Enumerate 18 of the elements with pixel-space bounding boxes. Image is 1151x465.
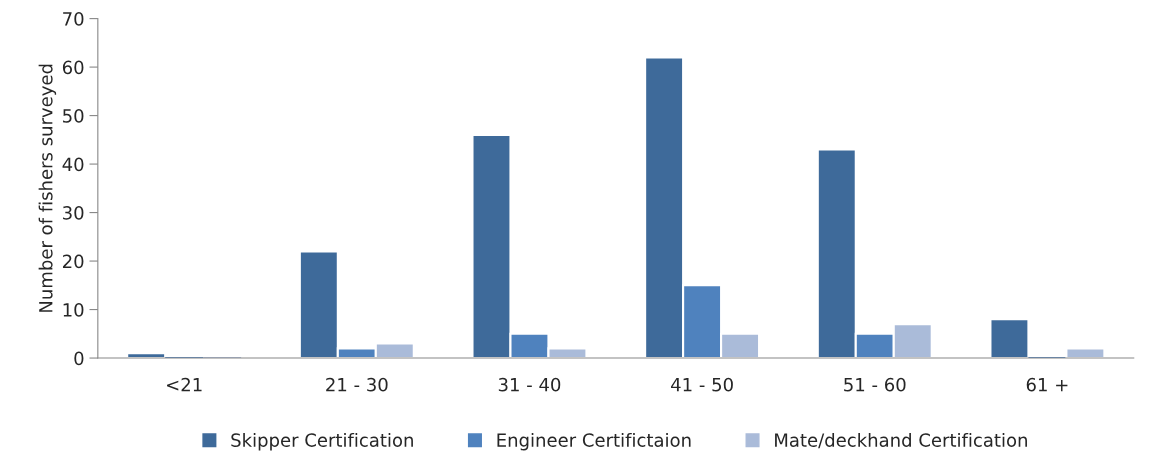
legend-label: Skipper Certification bbox=[231, 432, 413, 451]
x-tick-label: <21 bbox=[167, 377, 202, 392]
x-tick-label: 61 + bbox=[1026, 377, 1068, 392]
y-tick-label: 50 bbox=[63, 109, 84, 123]
y-tick-label: 30 bbox=[63, 206, 84, 220]
x-tick-label: 41 - 50 bbox=[671, 377, 733, 392]
y-tick-label: 40 bbox=[62, 157, 84, 172]
x-tick-label: 21 - 30 bbox=[326, 377, 388, 392]
y-tick-label: 10 bbox=[63, 303, 84, 317]
y-axis-title: Number of fishers surveyed bbox=[38, 64, 57, 312]
legend-label: Mate/deckhand Certification bbox=[775, 432, 1027, 449]
x-tick-label: 31 - 40 bbox=[498, 377, 561, 392]
y-tick-label: 20 bbox=[62, 254, 84, 269]
y-tick-label: 60 bbox=[62, 60, 84, 75]
y-tick-label: 0 bbox=[74, 351, 84, 366]
x-tick-label: 51 - 60 bbox=[844, 377, 906, 392]
y-tick-label: 70 bbox=[63, 12, 84, 26]
legend-label: Engineer Certifictaion bbox=[497, 432, 691, 451]
